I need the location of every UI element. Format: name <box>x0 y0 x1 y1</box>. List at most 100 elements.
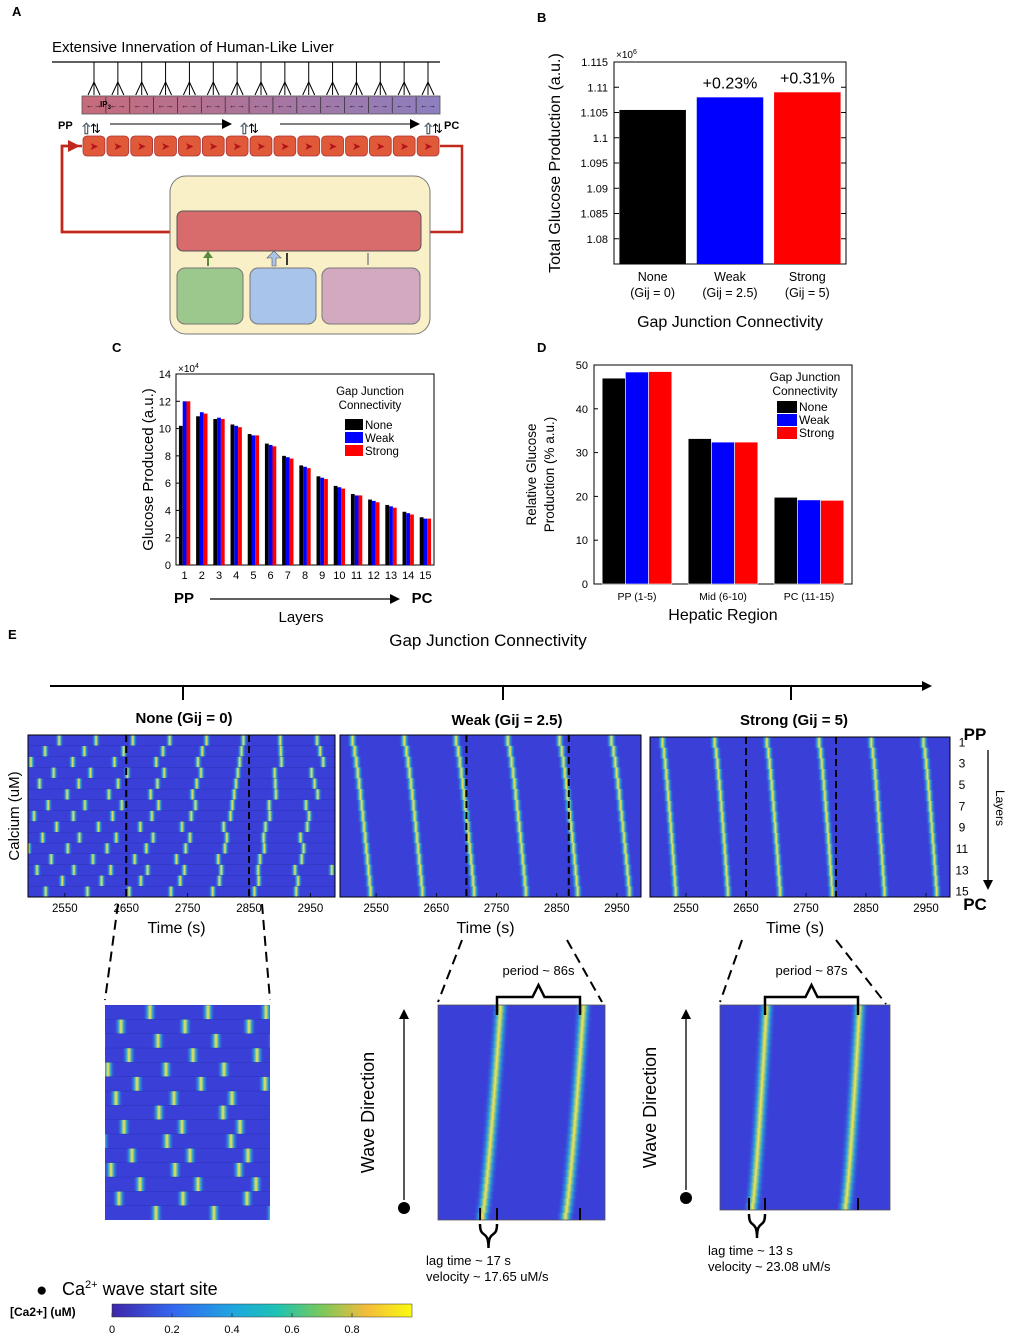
lumen-diffusion-arrow: ←→ <box>86 101 102 110</box>
zoom-none-spot <box>105 1162 118 1177</box>
zoom-none-spot <box>201 1005 215 1020</box>
weak-zoom-wave <box>572 1026 592 1035</box>
none-heat-spot <box>88 853 98 865</box>
strong-heat-wave <box>722 886 734 897</box>
weak-zoom-wave <box>561 1169 581 1178</box>
none-heat-spot <box>69 864 79 876</box>
strong-xlabel: Time (s) <box>766 920 824 937</box>
weak-heat-wave <box>609 756 621 768</box>
weak-zoom-wave <box>478 1169 498 1178</box>
none-xtick-label: 2950 <box>298 903 324 915</box>
b-ytick-label: 1.115 <box>581 57 608 69</box>
weak-heat-wave <box>357 810 369 822</box>
b-category-label: (Gij = 2.5) <box>702 286 757 300</box>
nerve-branch <box>302 81 310 96</box>
e-ylabel: Calcium (uM) <box>6 771 23 860</box>
weak-zoom-wave <box>560 1177 580 1185</box>
weak-heat-wave <box>356 799 368 812</box>
strong-heat-wave <box>720 854 732 866</box>
weak-heat-wave <box>564 810 576 822</box>
none-heat-spot <box>97 875 107 887</box>
c-bar-weak <box>182 401 187 565</box>
c-bar-weak <box>199 412 204 565</box>
c-bar-none <box>282 455 286 565</box>
strong-heat-wave <box>928 854 940 866</box>
strong-heat-wave <box>764 758 776 770</box>
none-heat-spot <box>327 864 335 876</box>
lumen-diffusion-arrow: ←→ <box>181 101 197 110</box>
weak-heat-wave <box>612 778 624 790</box>
weak-heat-wave <box>510 789 522 801</box>
c-bar-strong <box>272 446 277 565</box>
lumen-diffusion-arrow: ←→ <box>158 101 174 110</box>
hepatocyte <box>368 135 392 157</box>
none-heat-spot <box>68 756 78 768</box>
weak-heat-wave <box>398 735 410 747</box>
colorbar-ticks: 0 0.2 0.4 0.6 0.8 <box>109 1313 360 1336</box>
strong-zoom-wave <box>751 1093 771 1102</box>
hepatocyte <box>249 135 273 157</box>
strong-heat-wave <box>976 790 987 801</box>
none-heat-spot <box>254 875 264 887</box>
strong-heat-wave <box>925 811 937 823</box>
c-bar-none <box>402 511 407 565</box>
nerve-branch <box>93 81 101 96</box>
lumen-diffusion-arrow: ←→ <box>134 101 150 110</box>
strong-zoom-wave <box>752 1087 772 1095</box>
none-heatmap <box>28 735 335 897</box>
none-heat-spot <box>202 735 212 746</box>
none-heat-spot <box>79 745 89 757</box>
none-heat-spot <box>111 832 121 843</box>
hepatocyte <box>321 135 344 157</box>
start-site-legend-dot: ● <box>36 1280 47 1301</box>
none-heat-spot <box>46 853 56 865</box>
none-heat-spot <box>41 886 51 897</box>
colorbar-tick-label: 0.8 <box>344 1324 359 1336</box>
weak-heat-wave <box>415 875 427 887</box>
strong-heat-wave <box>924 801 936 813</box>
green-up-arrow <box>203 251 213 266</box>
weak-wave-direction-label: Wave Direction <box>358 1052 378 1173</box>
strong-heat-wave <box>773 865 785 877</box>
none-heat-spot <box>271 789 281 800</box>
c-bar-none <box>196 416 200 565</box>
strong-zoom-wave <box>845 1080 865 1088</box>
zoom-connector <box>261 903 271 1001</box>
strong-zoom-wave <box>839 1169 859 1177</box>
none-heat-spot <box>128 735 138 746</box>
none-heat-spot <box>231 778 241 789</box>
weak-heat-wave <box>360 843 372 855</box>
b-ytick-label: 1.11 <box>587 82 608 94</box>
none-heat-spot <box>35 778 45 789</box>
weak-heat-wave <box>569 853 581 866</box>
strong-heat-wave <box>668 865 680 877</box>
cytosol-compartment <box>176 210 422 252</box>
none-heat-spot <box>159 767 169 779</box>
c-ytick-label: 12 <box>159 396 171 408</box>
c-bar-none <box>316 476 321 565</box>
none-heat-spot <box>299 843 309 854</box>
strong-period-label: period ~ 87s <box>776 963 848 978</box>
weak-xtick-label: 2850 <box>544 903 570 915</box>
c-xtick-label: 15 <box>419 570 431 582</box>
compartment-green <box>176 267 244 325</box>
none-heat-spot <box>152 778 162 789</box>
strong-zoom-wave <box>743 1196 763 1204</box>
none-heat-spot <box>186 810 196 822</box>
strong-heat-wave <box>715 801 727 813</box>
c-bar-none <box>419 517 424 565</box>
strong-zoom-wave <box>848 1032 868 1040</box>
d-legend-label: Weak <box>799 413 830 427</box>
none-heat-spot <box>253 864 263 876</box>
e-pc-label: PC <box>963 895 987 914</box>
strong-heat-wave <box>767 790 779 802</box>
none-heat-spot <box>124 886 134 897</box>
d-legend-swatch <box>777 414 797 426</box>
c-xtick-label: 1 <box>182 570 188 582</box>
strong-heat-wave <box>972 748 983 759</box>
strong-heat-wave <box>929 865 941 877</box>
strong-heat-wave <box>719 843 731 855</box>
c-bar-weak <box>234 425 239 565</box>
